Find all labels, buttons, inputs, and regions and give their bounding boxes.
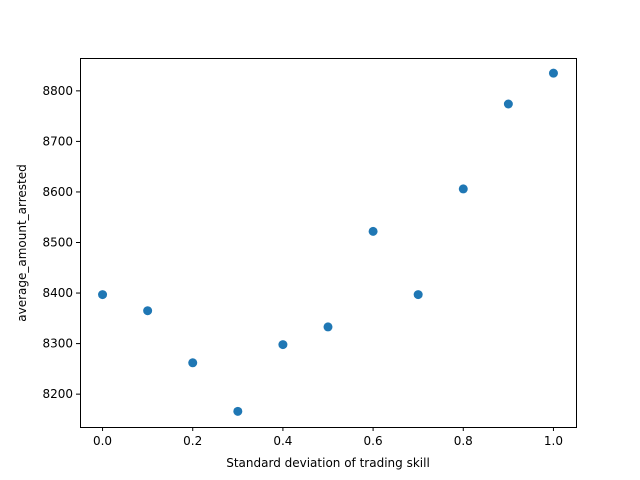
y-tick-label: 8500: [42, 236, 73, 250]
data-point: [98, 290, 108, 300]
x-tick-label: 0.8: [454, 434, 473, 448]
y-tick-label: 8200: [42, 387, 73, 401]
x-tick-label: 0.0: [93, 434, 112, 448]
data-point: [278, 340, 288, 350]
y-tick-label: 8600: [42, 185, 73, 199]
data-point: [233, 406, 243, 416]
data-point: [188, 358, 198, 368]
y-tick-label: 8700: [42, 134, 73, 148]
y-axis-label: average_amount_arrested: [15, 164, 29, 322]
x-tick-label: 0.4: [273, 434, 292, 448]
data-point: [413, 290, 423, 300]
y-tick-label: 8800: [42, 84, 73, 98]
axis-ticks: 0.0 0.2 0.4 0.6 0.8 1.0 8200 8300 8400 8500 8600 87…: [42, 84, 563, 448]
data-point: [143, 306, 153, 316]
y-tick-label: 8400: [42, 286, 73, 300]
data-point: [368, 226, 378, 236]
data-points: [98, 68, 558, 416]
x-axis-label: Standard deviation of trading skill: [226, 456, 430, 470]
x-tick-label: 0.6: [364, 434, 383, 448]
x-tick-label: 0.2: [183, 434, 202, 448]
plot-area-frame: [80, 58, 577, 428]
x-tick-label: 1.0: [544, 434, 563, 448]
y-tick-label: 8300: [42, 337, 73, 351]
data-point: [458, 184, 468, 194]
data-point: [323, 322, 333, 332]
data-point: [503, 99, 513, 109]
data-point: [548, 68, 558, 78]
